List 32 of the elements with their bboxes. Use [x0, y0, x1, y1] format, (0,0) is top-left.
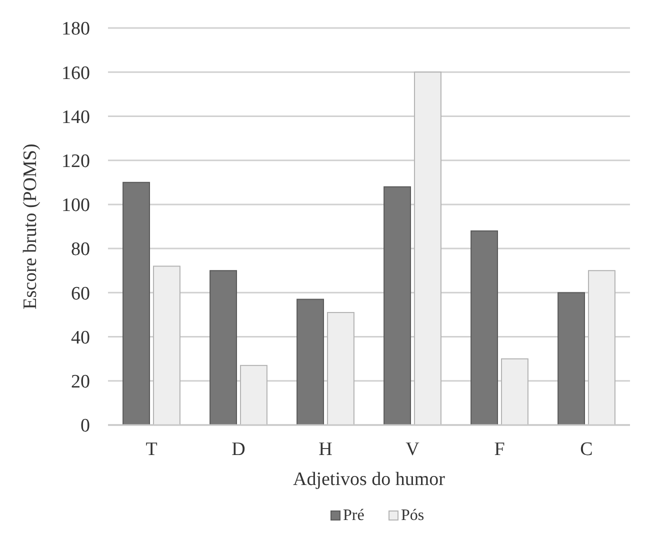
- y-tick-label: 0: [80, 416, 90, 437]
- bar: [384, 186, 411, 426]
- x-tick-label: V: [406, 439, 420, 460]
- x-tick-label: D: [232, 439, 246, 460]
- y-tick-label: 100: [62, 195, 90, 216]
- x-tick-label: F: [494, 439, 505, 460]
- y-tick-label: 40: [71, 327, 90, 348]
- y-tick-label: 140: [62, 106, 90, 128]
- y-tick-label: 80: [71, 239, 90, 260]
- y-tick-label: 20: [71, 372, 90, 393]
- bar: [470, 230, 498, 426]
- x-axis-title: Adjetivos do humor: [293, 469, 446, 490]
- bar: [122, 182, 150, 426]
- bar: [296, 298, 324, 426]
- legend-label: Pós: [401, 507, 424, 524]
- y-tick-label: 60: [71, 283, 90, 304]
- x-tick-label: H: [318, 439, 333, 460]
- bar: [501, 358, 528, 426]
- bar: [414, 72, 442, 426]
- bar: [558, 292, 585, 426]
- y-tick-label: 160: [62, 62, 90, 84]
- bar: [153, 266, 180, 426]
- x-tick-label: T: [146, 439, 158, 460]
- y-tick-label: 120: [62, 150, 90, 172]
- bar: [240, 364, 268, 426]
- bar: [210, 270, 237, 426]
- x-tick-label: C: [580, 439, 593, 460]
- y-tick-label: 180: [62, 18, 90, 40]
- bar: [327, 312, 354, 426]
- legend-label: Pré: [343, 507, 364, 524]
- bar: [588, 270, 616, 426]
- y-axis-title: Escore bruto (POMS): [20, 144, 41, 310]
